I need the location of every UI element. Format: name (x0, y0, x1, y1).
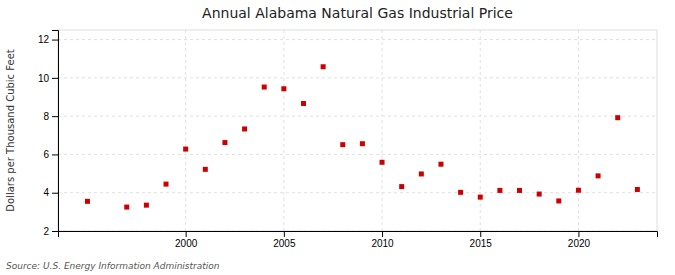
y-axis-tick-mark (52, 231, 58, 232)
point (380, 160, 385, 165)
x-axis-tick: 2010 (371, 231, 394, 249)
point (537, 192, 542, 197)
y-axis-tick-mark (52, 154, 58, 155)
y-axis-tick-label: 6 (43, 149, 49, 160)
y-axis-tick-mark (52, 193, 58, 194)
y-axis-line (52, 31, 59, 232)
point (419, 171, 424, 176)
x-axis-line (59, 232, 658, 238)
y-axis-tick-label: 2 (43, 226, 49, 237)
point (203, 167, 208, 172)
x-axis-tick-mark (382, 231, 383, 237)
y-axis-tick: 8 (43, 111, 58, 122)
y-axis-title: Dollars per Thousand Cubic Feet (5, 49, 16, 212)
point (301, 101, 306, 106)
x-axis-tick-label: 2005 (273, 238, 296, 249)
point (340, 142, 345, 147)
point (596, 173, 601, 178)
plot-frame (58, 30, 657, 231)
point (478, 195, 483, 200)
plot-area: 2000 2005 2010 2015 2020 2 4 6 8 10 12 (38, 30, 658, 249)
x-axis-tick-label: 2015 (470, 238, 493, 249)
grid (58, 30, 657, 231)
y-axis-tick: 2 (43, 226, 58, 237)
title: Annual Alabama Natural Gas Industrial Pr… (202, 5, 513, 21)
point (438, 162, 443, 167)
point (222, 140, 227, 145)
y-axis-tick-mark (52, 78, 58, 79)
x-axis-tick-label: 2010 (371, 238, 394, 249)
y-axis-tick-mark (52, 40, 58, 41)
point (262, 85, 267, 90)
point (615, 115, 620, 120)
y-axis-tick-label: 12 (38, 34, 50, 45)
x-axis-tick-mark (578, 231, 579, 237)
point (321, 64, 326, 69)
y-axis-tick-label: 10 (38, 73, 50, 84)
point (124, 205, 129, 210)
point (164, 182, 169, 187)
x-axis-tick: 2015 (470, 231, 493, 249)
y-axis-tick-mark (52, 116, 58, 117)
grid-line-x (578, 30, 579, 231)
x-axis-tick-mark (480, 231, 481, 237)
point (360, 141, 365, 146)
x-axis-tick-mark (186, 231, 187, 237)
point (576, 188, 581, 193)
x-axis-tick: 2020 (568, 231, 591, 249)
grid-line-y (58, 77, 657, 78)
point (497, 188, 502, 193)
grid-line-x (185, 30, 186, 231)
y-axis-tick: 10 (38, 73, 58, 84)
point (85, 199, 90, 204)
point (556, 198, 561, 203)
annotation: Source: U.S. Energy Information Administ… (6, 261, 220, 271)
x-axis-tick-mark (284, 231, 285, 237)
grid-line-x (382, 30, 383, 231)
grid-line-y (58, 116, 657, 117)
grid-line-x (480, 30, 481, 231)
x-axis: 2000 2005 2010 2015 2020 (59, 231, 658, 249)
point (635, 187, 640, 192)
chart: 2000 2005 2010 2015 2020 2 4 6 8 10 12 Annual Alaba… (0, 0, 675, 275)
point (144, 203, 149, 208)
grid-line-y (58, 39, 657, 40)
point (458, 190, 463, 195)
point (183, 147, 188, 152)
x-axis-tick-label: 2020 (568, 238, 591, 249)
y-axis-tick-label: 4 (43, 187, 49, 198)
point (281, 86, 286, 91)
y-axis-tick: 4 (43, 187, 58, 198)
point (242, 126, 247, 131)
x-axis-tick: 2005 (273, 231, 296, 249)
grid-line-x (283, 30, 284, 231)
y-axis: 2 4 6 8 10 12 (38, 31, 59, 237)
grid-line-y (58, 192, 657, 193)
y-axis-tick-label: 8 (43, 111, 49, 122)
x-axis-tick: 2000 (175, 231, 198, 249)
point (399, 184, 404, 189)
grid-line-y (58, 154, 657, 155)
x-axis-tick-label: 2000 (175, 238, 198, 249)
points (85, 64, 640, 209)
point (517, 188, 522, 193)
y-axis-tick: 6 (43, 149, 58, 160)
y-axis-tick: 12 (38, 34, 58, 45)
